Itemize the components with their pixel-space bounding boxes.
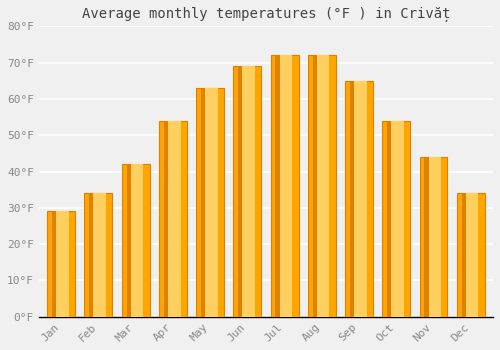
Bar [164,121,168,317]
Bar [457,193,484,317]
Bar [128,164,144,317]
Bar [165,121,180,317]
Bar [312,55,317,317]
Bar [196,88,224,317]
Bar [54,211,69,317]
Bar [276,55,280,317]
Bar [426,157,441,317]
Bar [387,121,392,317]
Bar [47,211,75,317]
Bar [308,55,336,317]
Bar [463,193,478,317]
Bar [201,88,205,317]
Bar [420,157,448,317]
Bar [238,66,242,317]
Bar [424,157,428,317]
Bar [234,66,262,317]
Bar [382,121,410,317]
Bar [84,193,112,317]
Bar [90,193,94,317]
Bar [388,121,404,317]
Bar [345,81,373,317]
Title: Average monthly temperatures (°F ) in Crivăț: Average monthly temperatures (°F ) in Cr… [82,7,450,22]
Bar [270,55,298,317]
Bar [202,88,218,317]
Bar [314,55,330,317]
Bar [159,121,187,317]
Bar [277,55,292,317]
Bar [52,211,56,317]
Bar [240,66,255,317]
Bar [90,193,106,317]
Bar [350,81,354,317]
Bar [462,193,466,317]
Bar [352,81,366,317]
Bar [126,164,130,317]
Bar [122,164,150,317]
